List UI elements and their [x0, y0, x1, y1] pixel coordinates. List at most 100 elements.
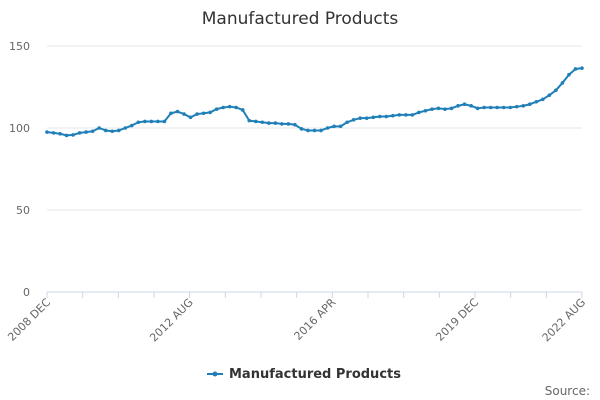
data-point[interactable] [77, 131, 82, 135]
data-point[interactable] [495, 105, 499, 110]
data-point[interactable] [273, 121, 278, 125]
data-point[interactable] [338, 124, 343, 129]
data-point[interactable] [97, 126, 101, 130]
data-point[interactable] [267, 121, 271, 125]
data-point[interactable] [475, 106, 480, 111]
data-point[interactable] [306, 128, 310, 133]
data-point[interactable] [221, 105, 225, 110]
data-point[interactable] [182, 112, 186, 116]
credits[interactable]: Source: [545, 384, 590, 398]
data-point[interactable] [175, 109, 180, 114]
data-point[interactable] [130, 123, 134, 128]
data-point[interactable] [436, 106, 441, 111]
data-point[interactable] [410, 113, 415, 117]
data-point[interactable] [169, 111, 173, 116]
data-point[interactable] [560, 81, 565, 85]
data-point[interactable] [149, 119, 154, 124]
data-point[interactable] [214, 107, 219, 111]
data-point[interactable] [201, 111, 206, 116]
data-point[interactable] [430, 107, 434, 111]
data-point[interactable] [528, 102, 532, 107]
data-point[interactable] [567, 72, 571, 77]
y-tick-label: 150 [9, 40, 30, 53]
data-point[interactable] [384, 114, 389, 119]
data-point[interactable] [345, 120, 349, 125]
data-point[interactable] [58, 131, 62, 136]
data-point[interactable] [488, 105, 493, 110]
data-point[interactable] [377, 114, 382, 119]
data-point[interactable] [325, 126, 330, 130]
x-tick-label: 2022 AUG [540, 296, 589, 345]
data-point[interactable] [312, 128, 317, 133]
data-point[interactable] [195, 112, 199, 116]
data-point[interactable] [508, 105, 513, 110]
data-point[interactable] [449, 106, 454, 111]
data-point[interactable] [136, 120, 141, 125]
data-point[interactable] [71, 133, 75, 137]
data-point[interactable] [208, 110, 212, 115]
data-point[interactable] [280, 122, 284, 126]
data-point[interactable] [247, 118, 252, 123]
x-tick-label: 2008 DEC [5, 296, 53, 344]
data-point[interactable] [469, 104, 473, 108]
data-point[interactable] [123, 126, 128, 130]
data-point[interactable] [253, 119, 258, 124]
data-point[interactable] [143, 119, 147, 124]
y-tick-label: 100 [9, 122, 30, 135]
legend-marker-icon [212, 371, 218, 377]
data-point[interactable] [103, 128, 108, 133]
data-point[interactable] [541, 97, 545, 102]
data-point[interactable] [456, 104, 460, 108]
data-point[interactable] [371, 115, 376, 120]
data-point[interactable] [162, 119, 167, 124]
data-point[interactable] [116, 128, 121, 133]
data-point[interactable] [51, 131, 56, 135]
data-point[interactable] [227, 104, 232, 109]
chart-title: Manufactured Products [202, 9, 399, 29]
data-point[interactable] [358, 116, 362, 120]
data-point[interactable] [443, 107, 447, 111]
data-point[interactable] [547, 93, 552, 97]
data-point[interactable] [554, 88, 558, 93]
x-tick-label: 2016 APR [292, 296, 339, 343]
x-tick-label: 2019 DEC [433, 296, 481, 344]
data-point[interactable] [156, 119, 160, 124]
gridlines [47, 45, 582, 211]
series-line [46, 67, 583, 137]
data-point[interactable] [573, 67, 578, 71]
data-point[interactable] [64, 133, 69, 138]
data-point[interactable] [417, 110, 421, 115]
data-point[interactable] [482, 105, 486, 110]
data-point[interactable] [351, 118, 356, 122]
data-point[interactable] [404, 113, 408, 117]
data-point[interactable] [299, 127, 304, 131]
data-point[interactable] [501, 105, 506, 110]
data-point[interactable] [240, 108, 245, 112]
data-point[interactable] [462, 102, 467, 107]
data-point[interactable] [319, 128, 323, 133]
data-point[interactable] [521, 104, 526, 108]
data-point[interactable] [534, 99, 539, 104]
data-point[interactable] [423, 108, 428, 113]
data-point[interactable] [260, 120, 265, 125]
y-axis-ticks: 0 50 100 150 [9, 40, 30, 299]
data-point[interactable] [332, 124, 336, 129]
legend[interactable]: Manufactured Products [207, 367, 401, 382]
data-point[interactable] [286, 122, 291, 126]
series-layer [45, 66, 584, 138]
data-point[interactable] [234, 105, 239, 110]
data-point[interactable] [84, 130, 88, 134]
data-point[interactable] [293, 122, 297, 127]
data-point[interactable] [90, 129, 95, 134]
x-axis-ticks: 2008 DEC 2012 AUG 2016 APR 2019 DEC 2022 AUG [5, 291, 589, 345]
data-point[interactable] [390, 113, 395, 118]
data-point[interactable] [364, 116, 369, 120]
data-point[interactable] [110, 129, 115, 134]
x-tick-label: 2012 AUG [147, 296, 196, 345]
data-point[interactable] [580, 66, 584, 70]
data-point[interactable] [45, 130, 49, 134]
data-point[interactable] [514, 104, 519, 109]
data-point[interactable] [397, 113, 402, 117]
data-point[interactable] [188, 115, 193, 120]
